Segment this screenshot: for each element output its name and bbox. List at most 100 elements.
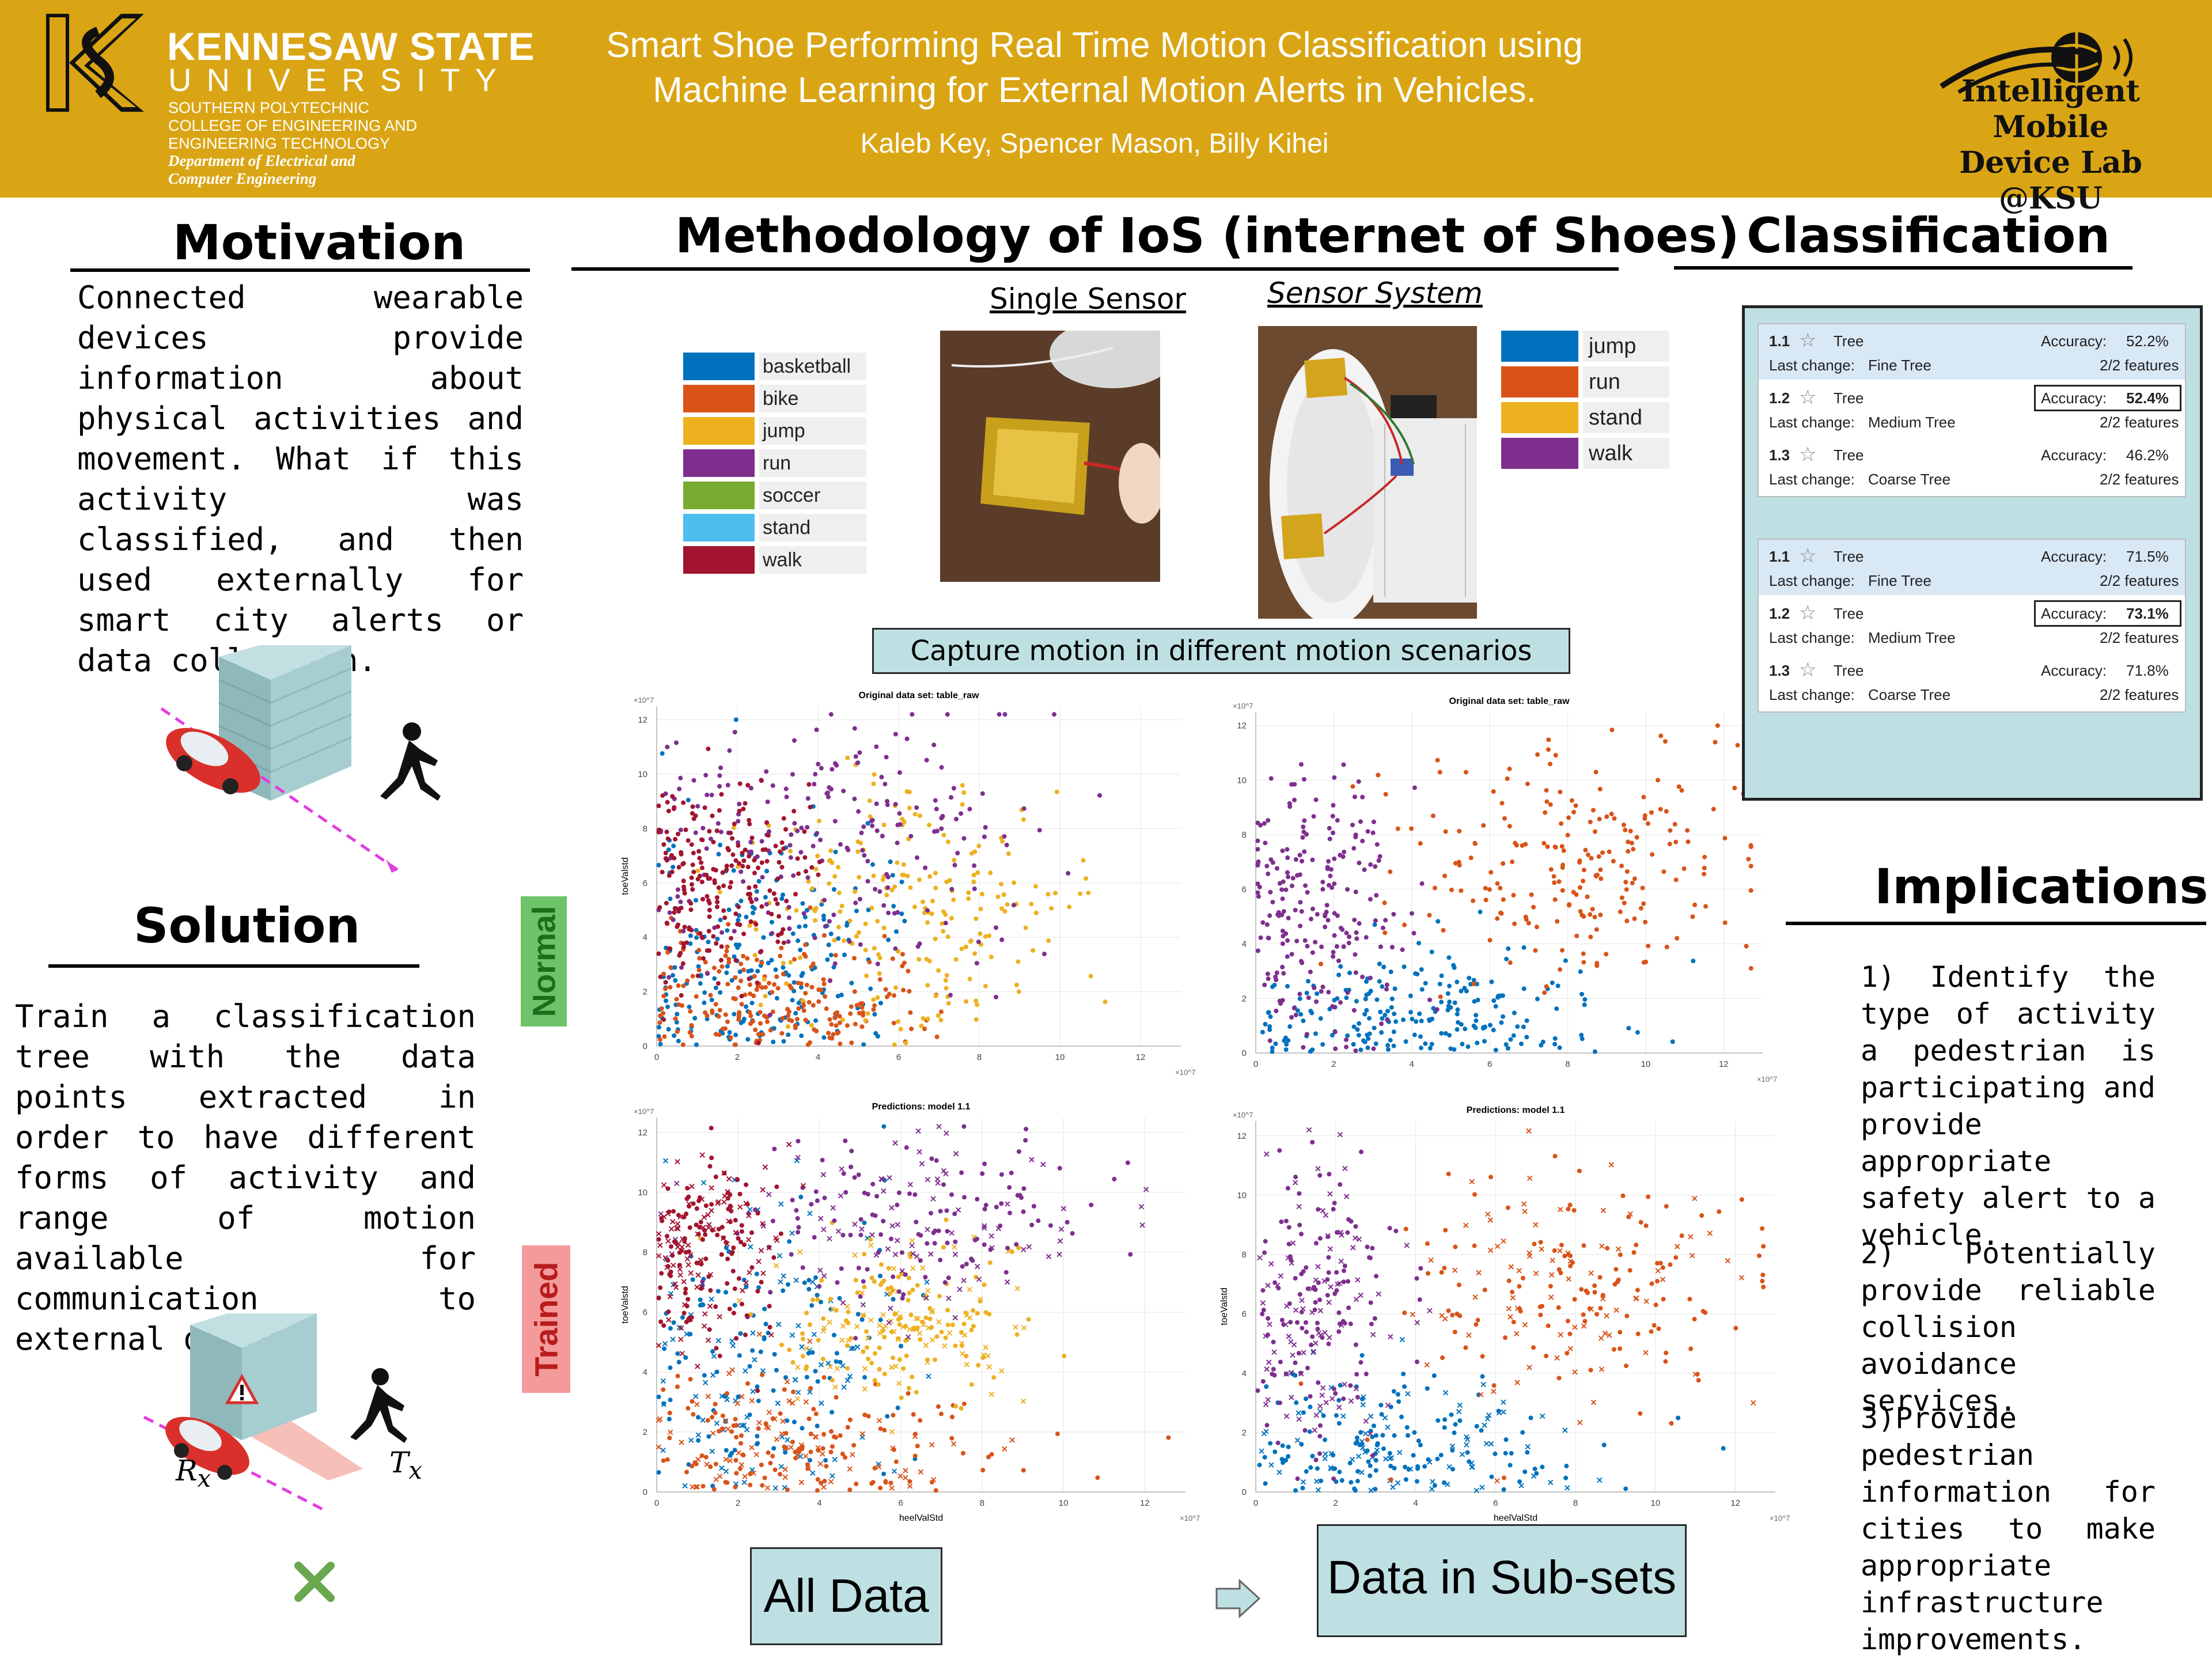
data-point — [1320, 1385, 1326, 1391]
data-point — [1456, 1020, 1461, 1025]
data-point — [960, 1264, 965, 1269]
data-point — [1360, 839, 1365, 844]
data-point — [1494, 1243, 1501, 1249]
data-point — [1538, 1312, 1543, 1317]
data-point — [903, 1272, 908, 1277]
favorite-star-icon[interactable]: ☆ — [1799, 387, 1817, 408]
data-point — [693, 1393, 699, 1399]
data-point — [884, 892, 889, 897]
data-point — [661, 1214, 667, 1220]
data-point — [793, 1377, 798, 1382]
data-point — [852, 1252, 858, 1258]
data-point — [1439, 973, 1444, 978]
data-point — [925, 1241, 930, 1246]
model-list-subsets: 1.1 ☆ Tree Last change: Fine Tree Accuracy: 71… — [1758, 539, 2186, 713]
data-point — [769, 957, 774, 963]
data-point — [856, 1172, 861, 1177]
data-point — [972, 1237, 978, 1243]
model-row[interactable]: 1.3 ☆ Tree Last change: Coarse Tree Accuracy:… — [1759, 438, 2185, 494]
data-point — [673, 836, 678, 842]
data-point — [889, 888, 895, 893]
data-point — [897, 822, 903, 827]
data-point — [806, 1351, 811, 1356]
model-row[interactable]: 1.3 ☆ Tree Last change: Coarse Tree Accuracy:… — [1759, 654, 2185, 709]
favorite-star-icon[interactable]: ☆ — [1799, 329, 1817, 351]
data-point — [1508, 960, 1513, 965]
data-point — [707, 907, 712, 912]
data-point — [819, 1278, 824, 1283]
data-point — [1439, 1270, 1444, 1275]
data-point — [1402, 922, 1407, 927]
model-row[interactable]: 1.1 ☆ Tree Last change: Fine Tree Accuracy: 71… — [1759, 540, 2185, 595]
data-point — [686, 1194, 691, 1199]
data-point — [1332, 1291, 1338, 1296]
data-point — [1365, 1244, 1370, 1249]
data-point — [765, 1019, 770, 1024]
data-point — [1442, 1480, 1447, 1485]
data-point — [1301, 1045, 1306, 1050]
data-point — [864, 1345, 869, 1350]
favorite-star-icon[interactable]: ☆ — [1799, 545, 1817, 567]
data-point — [949, 916, 954, 921]
data-point — [1547, 762, 1552, 767]
data-point — [1373, 1274, 1378, 1279]
data-point — [672, 965, 677, 970]
data-point — [656, 1444, 662, 1450]
data-point — [1588, 819, 1593, 824]
model-row[interactable]: 1.1 ☆ Tree Last change: Fine Tree Accuracy: 52… — [1759, 324, 2185, 380]
data-point — [1638, 1219, 1643, 1225]
data-point — [1263, 1238, 1268, 1244]
data-point — [1455, 1027, 1460, 1032]
data-point — [791, 1419, 797, 1425]
data-point — [1020, 1398, 1027, 1404]
data-point — [738, 1462, 745, 1468]
data-point — [1443, 1031, 1448, 1036]
data-point — [1024, 1127, 1029, 1132]
data-point — [1368, 1300, 1373, 1305]
favorite-star-icon[interactable]: ☆ — [1799, 602, 1817, 624]
data-point — [1325, 918, 1331, 923]
data-point — [680, 1042, 685, 1047]
data-point — [1286, 1444, 1291, 1449]
data-point — [749, 968, 754, 973]
data-point — [925, 1016, 930, 1021]
data-point — [980, 791, 985, 796]
data-point — [1585, 852, 1590, 857]
data-point — [1330, 830, 1335, 835]
data-point — [909, 1027, 914, 1032]
data-point — [724, 949, 729, 954]
x-tick-label: 0 — [654, 1052, 659, 1062]
data-point — [999, 937, 1005, 942]
data-point — [683, 1355, 688, 1360]
data-point — [1290, 1352, 1296, 1358]
motivation-heading: Motivation — [173, 214, 466, 271]
model-row[interactable]: 1.2 ☆ Tree Last change: Medium Tree Accuracy:… — [1759, 381, 2185, 437]
data-point — [880, 834, 885, 839]
data-point — [988, 1247, 993, 1252]
data-point — [1277, 913, 1282, 918]
data-point — [740, 850, 745, 855]
favorite-star-icon[interactable]: ☆ — [1799, 659, 1817, 681]
data-point — [1446, 1464, 1452, 1470]
data-point — [872, 1279, 877, 1284]
data-point — [910, 1251, 916, 1257]
data-point — [808, 905, 813, 910]
data-point — [1525, 1450, 1530, 1455]
data-point — [1600, 1207, 1607, 1214]
data-point — [726, 1206, 731, 1211]
favorite-star-icon[interactable]: ☆ — [1799, 444, 1817, 465]
data-point — [1517, 1306, 1522, 1312]
data-point — [668, 1226, 675, 1232]
data-point — [1272, 982, 1277, 987]
data-point — [675, 1221, 681, 1227]
data-point — [943, 978, 948, 983]
transmitter-subscript: x — [408, 1456, 422, 1484]
data-point — [1662, 739, 1668, 744]
data-point — [1471, 978, 1476, 983]
data-point — [941, 1182, 946, 1187]
section-divider — [1674, 266, 2133, 270]
model-row[interactable]: 1.2 ☆ Tree Last change: Medium Tree Accuracy:… — [1759, 597, 2185, 652]
data-point — [1268, 1441, 1273, 1446]
data-point — [685, 1262, 691, 1268]
data-point — [921, 1016, 926, 1021]
